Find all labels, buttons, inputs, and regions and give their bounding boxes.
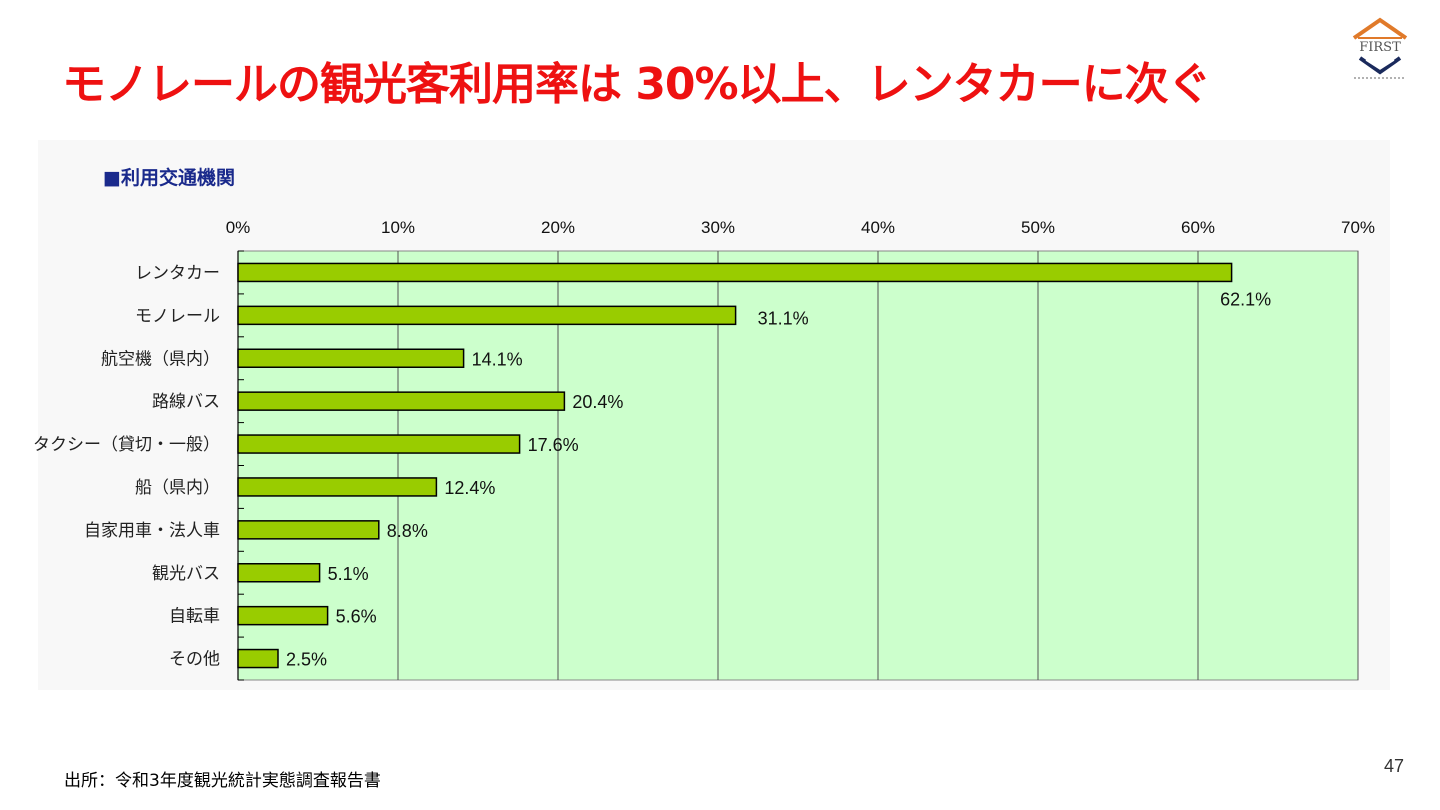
data-label: 17.6% xyxy=(528,435,579,455)
bar xyxy=(237,348,465,368)
logo-text: FIRST xyxy=(1359,40,1401,55)
category-label: 路線バス xyxy=(152,392,220,412)
company-logo: FIRST xyxy=(1348,16,1412,84)
x-tick-label: 0% xyxy=(226,218,251,237)
bar xyxy=(237,434,521,454)
category-label: タクシー（貸切・一般） xyxy=(33,435,220,455)
shield-house-logo-icon: FIRST xyxy=(1352,17,1408,79)
category-label: レンタカー xyxy=(135,263,220,283)
x-tick-label: 30% xyxy=(701,218,735,237)
data-label: 5.6% xyxy=(336,607,377,627)
data-label: 14.1% xyxy=(472,349,523,369)
data-label: 5.1% xyxy=(328,564,369,584)
data-label: 8.8% xyxy=(387,521,428,541)
category-label: 航空機（県内） xyxy=(101,349,220,369)
page-number: 47 xyxy=(1384,756,1405,776)
bar xyxy=(237,520,380,540)
category-label: 自家用車・法人車 xyxy=(84,521,220,541)
x-tick-label: 20% xyxy=(541,218,575,237)
x-tick-label: 50% xyxy=(1021,218,1055,237)
bar xyxy=(237,305,737,326)
source-note: 出所：令和3年度観光統計実態調査報告書 xyxy=(64,771,381,791)
category-label: 船（県内） xyxy=(135,478,220,498)
bar xyxy=(237,391,566,411)
data-label: 2.5% xyxy=(286,650,327,670)
category-label: 観光バス xyxy=(152,564,220,584)
data-label: 62.1% xyxy=(1220,289,1271,309)
category-label: モノレール xyxy=(135,306,220,326)
category-label: その他 xyxy=(169,650,220,670)
slide-title: モノレールの観光客利用率は 30%以上、レンタカーに次ぐ xyxy=(62,59,1212,110)
x-tick-label: 10% xyxy=(381,218,415,237)
x-tick-label: 70% xyxy=(1341,218,1375,237)
chart-title: ■利用交通機関 xyxy=(103,167,235,189)
category-label: 自転車 xyxy=(169,607,220,627)
data-label: 12.4% xyxy=(444,478,495,498)
bar xyxy=(237,477,438,497)
bar xyxy=(237,605,329,626)
data-label: 31.1% xyxy=(758,308,809,328)
bar xyxy=(237,563,321,583)
x-tick-label: 60% xyxy=(1181,218,1215,237)
bar xyxy=(237,648,279,669)
data-label: 20.4% xyxy=(572,392,623,412)
x-tick-label: 40% xyxy=(861,218,895,237)
bar xyxy=(237,262,1233,283)
